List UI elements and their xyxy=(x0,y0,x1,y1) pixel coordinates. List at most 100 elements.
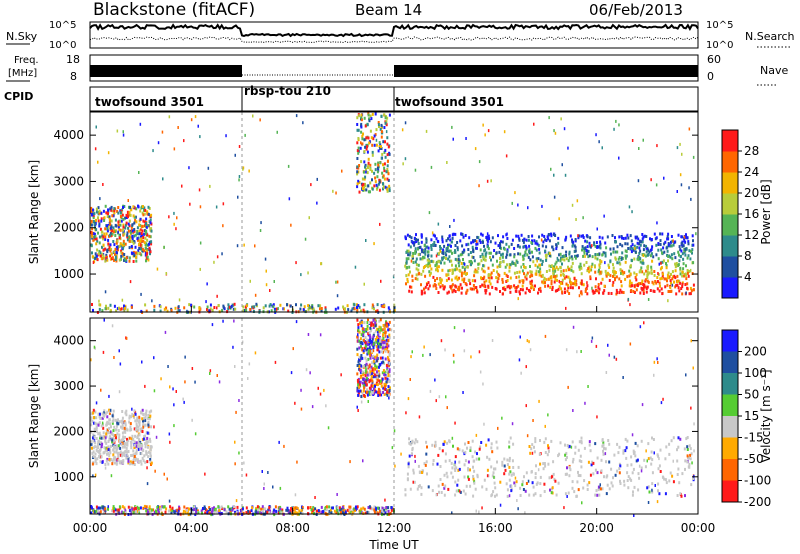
noise-power-data xyxy=(437,222,440,226)
noise-velocity-data xyxy=(234,440,236,444)
cell-power-data-0 xyxy=(103,256,106,260)
cell-power-data-0 xyxy=(148,207,151,210)
cell-power-data-1 xyxy=(422,269,425,273)
cell-power-data-2 xyxy=(334,307,337,311)
cell-velocity-data-1 xyxy=(530,447,533,451)
cell-velocity-data-1 xyxy=(456,447,459,451)
cell-power-data-0 xyxy=(109,219,112,223)
cell-power-data-1 xyxy=(602,291,605,295)
cell-power-data-1 xyxy=(507,284,510,288)
noise-velocity-data xyxy=(656,500,659,504)
nsky-panel: N.Sky 10^5 10^0 10^5 10^0 N.Search xyxy=(6,20,795,51)
cell-velocity-data-3 xyxy=(387,344,390,348)
cell-velocity-data-0 xyxy=(91,419,94,423)
cell-velocity-data-1 xyxy=(610,467,613,471)
noise-velocity-data xyxy=(194,380,196,384)
cell-velocity-data-3 xyxy=(373,332,376,336)
noise-power-data xyxy=(320,262,323,266)
cell-velocity-data-2 xyxy=(367,506,370,509)
noise-power-data xyxy=(527,206,529,210)
noise-velocity-data xyxy=(125,336,128,340)
power-colorbar-tick-label: 8 xyxy=(744,249,752,263)
cell-velocity-data-0 xyxy=(118,436,121,440)
cell-power-data-1 xyxy=(669,244,672,248)
cell-velocity-data-0 xyxy=(140,429,142,433)
cell-power-data-0 xyxy=(105,211,108,215)
cell-power-data-1 xyxy=(421,250,424,254)
cell-power-data-3 xyxy=(368,141,371,145)
cell-power-data-1 xyxy=(518,270,521,274)
cell-power-data-0 xyxy=(122,225,125,229)
cell-power-data-1 xyxy=(678,253,680,257)
power-data-ytick-label: 3000 xyxy=(53,174,84,188)
cell-power-data-1 xyxy=(686,271,689,275)
cell-power-data-1 xyxy=(686,286,689,290)
cell-power-data-1 xyxy=(428,284,431,288)
cell-velocity-data-1 xyxy=(577,470,579,474)
cell-power-data-2 xyxy=(275,307,278,311)
cell-power-data-1 xyxy=(625,250,628,253)
cell-power-data-1 xyxy=(633,271,636,275)
cell-velocity-data-1 xyxy=(485,487,488,491)
cell-velocity-data-2 xyxy=(191,508,194,512)
cell-power-data-3 xyxy=(383,150,386,154)
cell-velocity-data-1 xyxy=(559,441,562,445)
cell-power-data-1 xyxy=(509,263,512,267)
cell-velocity-data-1 xyxy=(423,462,426,466)
cell-power-data-1 xyxy=(486,239,489,243)
cell-power-data-1 xyxy=(619,288,622,292)
cell-power-data-0 xyxy=(92,238,95,242)
cell-velocity-data-2 xyxy=(200,509,203,513)
cell-power-data-1 xyxy=(630,258,633,262)
cell-power-data-1 xyxy=(539,267,542,271)
cell-velocity-data-0 xyxy=(146,460,149,464)
cell-power-data-1 xyxy=(535,248,538,252)
cell-power-data-1 xyxy=(414,250,417,254)
cell-power-data-1 xyxy=(650,238,653,241)
cell-velocity-data-2 xyxy=(113,507,116,511)
cell-velocity-data-1 xyxy=(472,475,475,478)
cell-velocity-data-1 xyxy=(446,475,449,479)
cell-velocity-data-3 xyxy=(376,327,379,331)
cell-velocity-data-0 xyxy=(136,436,139,439)
cell-velocity-data-1 xyxy=(519,494,522,497)
cell-power-data-3 xyxy=(379,161,382,165)
cell-power-data-1 xyxy=(508,265,511,269)
cell-velocity-data-3 xyxy=(378,365,380,369)
cell-power-data-1 xyxy=(679,268,682,272)
cell-velocity-data-3 xyxy=(374,367,377,371)
cell-power-data-1 xyxy=(521,279,524,283)
noise-velocity-data xyxy=(483,422,485,426)
cell-power-data-1 xyxy=(502,286,505,290)
cell-velocity-data-2 xyxy=(163,505,166,509)
noise-velocity-data xyxy=(693,449,695,453)
noise-velocity-data xyxy=(209,369,212,373)
noise-velocity-data xyxy=(519,335,521,339)
cell-velocity-data-1 xyxy=(469,449,472,452)
cell-power-data-0 xyxy=(132,240,134,243)
cell-power-data-2 xyxy=(209,303,212,307)
cell-power-data-3 xyxy=(371,150,374,154)
noise-power-data xyxy=(451,288,453,292)
cell-velocity-data-2 xyxy=(255,510,258,514)
cell-velocity-data-1 xyxy=(635,459,638,463)
cell-power-data-1 xyxy=(527,238,530,242)
cell-velocity-data-0 xyxy=(108,411,111,415)
cell-power-data-1 xyxy=(612,250,615,254)
cell-power-data-1 xyxy=(516,260,519,264)
cell-power-data-1 xyxy=(598,268,600,272)
cell-velocity-data-3 xyxy=(364,374,367,378)
cell-power-data-1 xyxy=(682,257,685,261)
cell-power-data-0 xyxy=(109,249,112,253)
cell-power-data-1 xyxy=(508,269,511,273)
noise-power-data xyxy=(295,261,297,265)
cell-velocity-data-3 xyxy=(359,376,362,380)
noise-power-data xyxy=(300,273,302,277)
cell-velocity-data-1 xyxy=(454,480,457,484)
cell-power-data-0 xyxy=(120,251,123,255)
cell-power-data-1 xyxy=(447,277,450,281)
cell-power-data-1 xyxy=(661,232,664,236)
cell-velocity-data-1 xyxy=(586,488,589,491)
cell-power-data-1 xyxy=(483,249,486,253)
cell-velocity-data-0 xyxy=(135,444,138,448)
